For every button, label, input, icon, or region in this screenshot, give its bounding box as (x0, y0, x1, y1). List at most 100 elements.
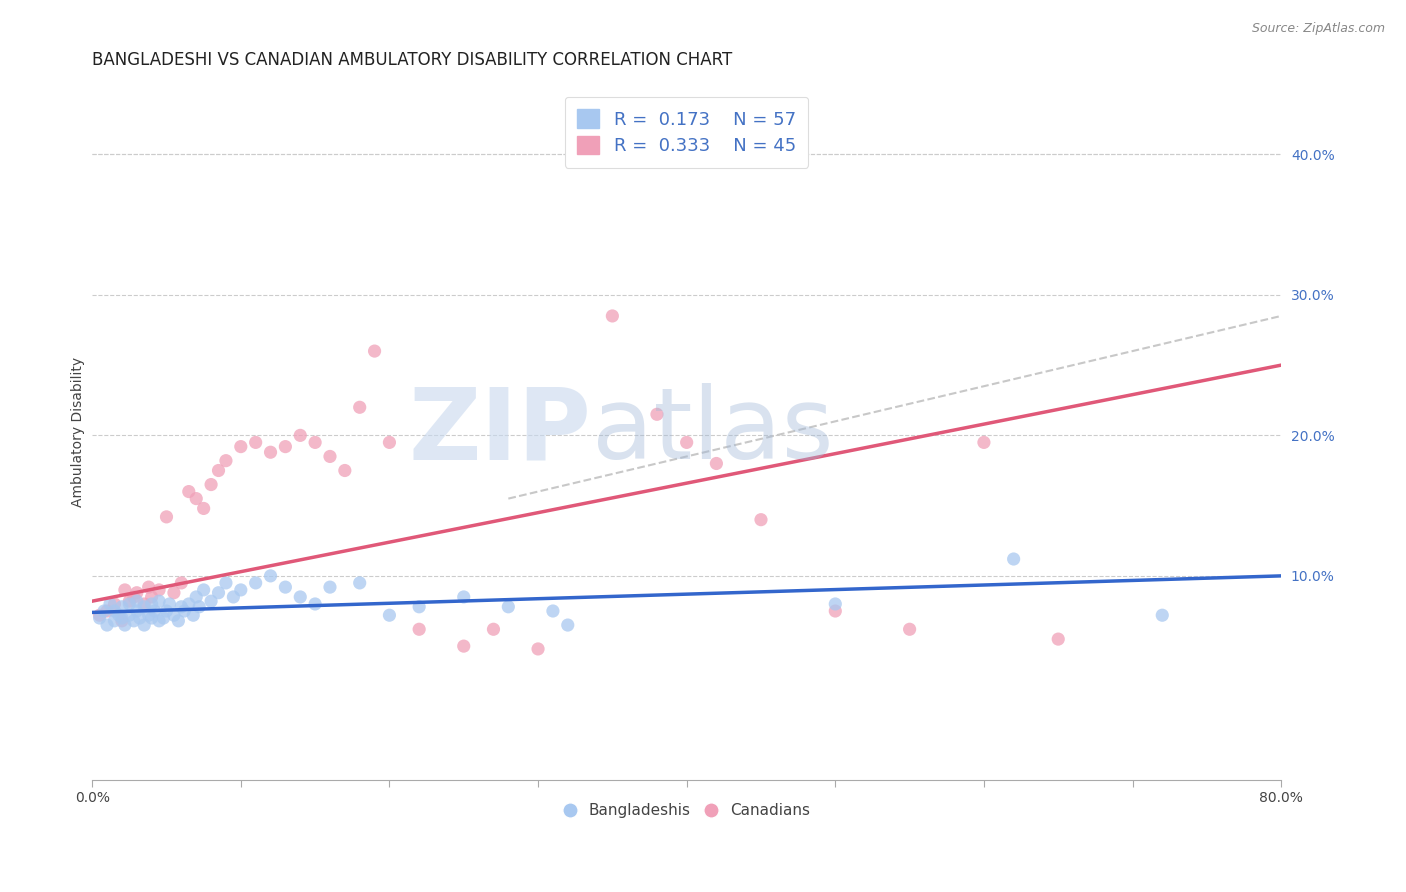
Point (824, 604, 846, 618)
Point (274, 580, 297, 594)
Point (141, 590, 163, 604)
Point (125, 604, 148, 618)
Text: ZIP: ZIP (409, 384, 592, 481)
Point (349, 575, 371, 590)
Point (973, 435, 995, 450)
Point (498, 599, 520, 614)
Point (229, 582, 252, 597)
Point (363, 344, 385, 359)
Point (170, 599, 193, 614)
Point (207, 586, 229, 600)
Point (645, 407, 668, 421)
Point (177, 484, 200, 499)
Point (408, 599, 430, 614)
Point (159, 597, 181, 611)
Point (118, 597, 141, 611)
Point (749, 513, 772, 527)
Point (200, 477, 222, 491)
Point (193, 501, 215, 516)
Point (200, 594, 222, 608)
Point (148, 582, 170, 597)
Point (290, 590, 312, 604)
Y-axis label: Ambulatory Disability: Ambulatory Disability (72, 357, 86, 507)
Legend: Bangladeshis, Canadians: Bangladeshis, Canadians (558, 797, 815, 824)
Point (222, 590, 245, 604)
Point (527, 642, 550, 657)
Point (108, 608, 131, 623)
Point (89, 608, 111, 623)
Point (193, 582, 215, 597)
Text: Source: ZipAtlas.com: Source: ZipAtlas.com (1251, 22, 1385, 36)
Point (453, 590, 475, 604)
Point (229, 440, 252, 454)
Point (96, 618, 118, 632)
Point (138, 580, 160, 594)
Point (675, 435, 697, 450)
Point (167, 614, 190, 628)
Text: BANGLADESHI VS CANADIAN AMBULATORY DISABILITY CORRELATION CHART: BANGLADESHI VS CANADIAN AMBULATORY DISAB… (93, 51, 733, 69)
Point (93, 604, 115, 618)
Point (259, 445, 281, 459)
Point (103, 614, 125, 628)
Point (319, 450, 342, 464)
Point (186, 590, 208, 604)
Point (111, 599, 134, 614)
Point (103, 597, 125, 611)
Point (122, 590, 145, 604)
Point (319, 580, 342, 594)
Point (453, 639, 475, 653)
Point (602, 309, 624, 323)
Point (245, 575, 267, 590)
Point (128, 611, 150, 625)
Point (349, 401, 371, 415)
Point (207, 463, 229, 477)
Point (163, 586, 186, 600)
Point (1047, 632, 1070, 646)
Point (155, 604, 177, 618)
Point (134, 597, 156, 611)
Point (259, 569, 281, 583)
Point (1002, 552, 1025, 566)
Point (103, 604, 125, 618)
Point (111, 611, 134, 625)
Point (245, 435, 267, 450)
Point (134, 599, 156, 614)
Point (125, 586, 148, 600)
Point (541, 604, 564, 618)
Point (114, 582, 136, 597)
Point (118, 608, 141, 623)
Point (482, 622, 505, 636)
Point (118, 594, 141, 608)
Point (143, 604, 166, 618)
Point (98, 597, 121, 611)
Point (706, 457, 728, 471)
Point (141, 611, 163, 625)
Point (824, 597, 846, 611)
Point (333, 463, 356, 477)
Point (290, 428, 312, 442)
Point (215, 453, 238, 467)
Point (408, 622, 430, 636)
Point (304, 597, 326, 611)
Point (138, 608, 160, 623)
Point (163, 608, 186, 623)
Point (152, 611, 174, 625)
Point (170, 575, 193, 590)
Point (155, 509, 177, 524)
Point (148, 594, 170, 608)
Point (378, 608, 401, 623)
Point (114, 618, 136, 632)
Point (215, 575, 238, 590)
Text: atlas: atlas (592, 384, 834, 481)
Point (111, 614, 134, 628)
Point (378, 435, 401, 450)
Point (141, 597, 163, 611)
Point (148, 614, 170, 628)
Point (177, 597, 200, 611)
Point (122, 614, 145, 628)
Point (186, 491, 208, 506)
Point (557, 618, 579, 632)
Point (188, 599, 211, 614)
Point (125, 594, 148, 608)
Point (304, 435, 326, 450)
